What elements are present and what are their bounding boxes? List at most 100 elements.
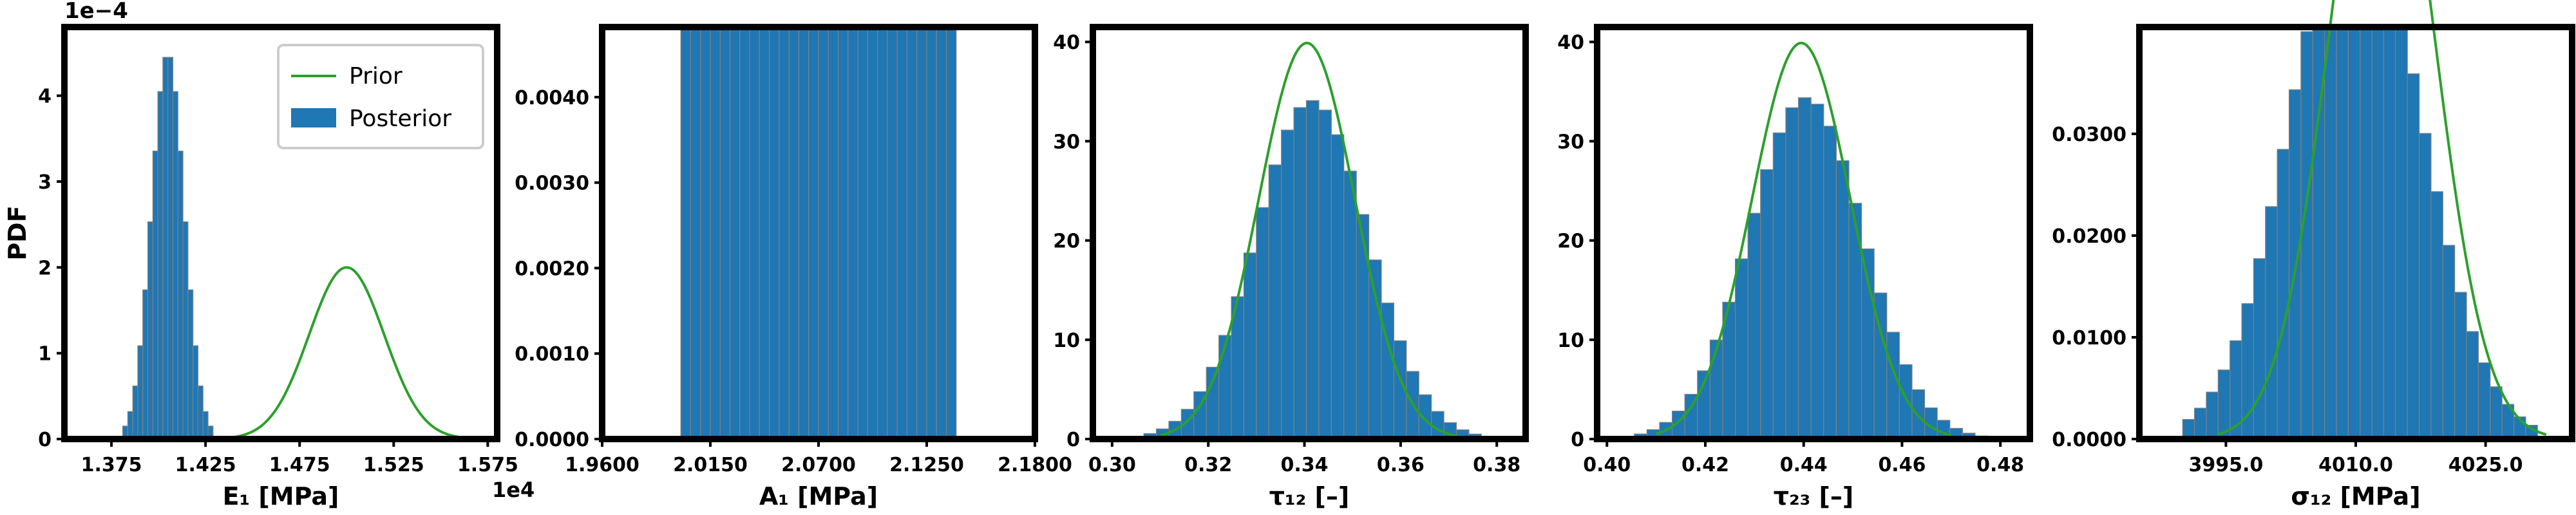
x-offset-label: 1e4	[492, 478, 535, 502]
posterior-bar	[749, 26, 760, 440]
posterior-bar	[137, 345, 144, 440]
y-tick-label: 1	[38, 343, 52, 366]
chart-panel-1: 1.375 1.425 1.475 1.525 1.575 0 1 2 3 4 E₁ [MPa] PD…	[3, 0, 535, 510]
posterior-bar	[896, 26, 908, 440]
y-tick-label: 0.0200	[2052, 225, 2126, 248]
x-tick-label: 0.38	[1473, 454, 1520, 476]
posterior-bar	[1293, 107, 1307, 440]
x-tick-label: 0.34	[1281, 454, 1329, 476]
y-tick-label: 30	[1053, 131, 1080, 153]
posterior-bar	[202, 411, 209, 440]
posterior-bar	[152, 151, 158, 440]
posterior-bar	[945, 26, 957, 440]
posterior-bar	[2466, 331, 2479, 440]
posterior-bar	[1747, 212, 1761, 440]
posterior-bar	[788, 26, 800, 440]
posterior-bar	[187, 289, 194, 440]
y-tick-label: 0.0100	[2052, 327, 2126, 350]
posterior-bar	[1343, 171, 1357, 440]
x-axis-label: τ₁₂ [–]	[1269, 482, 1350, 510]
posterior-bar	[2193, 407, 2207, 440]
y-tick-label: 0	[1571, 429, 1584, 451]
x-tick-label: 2.1800	[998, 454, 1072, 476]
posterior-bar	[2395, 26, 2408, 440]
posterior-bar	[1305, 100, 1320, 440]
posterior-bar	[848, 26, 858, 440]
posterior-bar	[193, 345, 199, 440]
posterior-bar	[162, 57, 169, 440]
posterior-bar	[1785, 107, 1799, 440]
posterior-bar	[1318, 109, 1332, 440]
posterior-bar	[779, 26, 790, 440]
posterior-bar	[2407, 73, 2420, 440]
posterior-bar	[132, 385, 138, 440]
x-axis-label: σ₁₂ [MPa]	[2291, 482, 2420, 510]
y-tick-label: 0	[38, 429, 52, 451]
posterior-bar	[729, 26, 741, 440]
posterior-bar	[739, 26, 750, 440]
y-tick-label: 20	[1053, 230, 1080, 253]
legend-prior-label: Prior	[349, 63, 402, 89]
prior-curve	[2217, 0, 2547, 436]
x-tick-label: 2.0700	[781, 454, 856, 476]
posterior-bar	[2442, 245, 2456, 440]
prior-curve	[1160, 41, 1459, 438]
y-tick-label: 0.0030	[515, 173, 589, 195]
y-tick-label: 30	[1557, 131, 1584, 153]
x-axis-label: E₁ [MPa]	[223, 482, 339, 510]
posterior-bar	[1331, 134, 1345, 440]
y-tick-label: 0.0040	[515, 87, 589, 109]
posterior-bar	[877, 26, 888, 440]
posterior-bar	[2253, 258, 2266, 440]
x-tick-label: 1.9600	[565, 454, 639, 476]
posterior-bar	[1356, 214, 1370, 440]
posterior-bar	[769, 26, 780, 440]
chart-panel-5: 3995.0 4010.0 4025.0 0.0000 0.0100 0.0200 0.03…	[2052, 0, 2575, 510]
posterior-bar	[172, 91, 178, 440]
posterior-bar	[759, 26, 770, 440]
posterior-bar	[2454, 292, 2467, 440]
posterior-bar	[142, 289, 149, 440]
posterior-bar	[700, 26, 711, 440]
posterior-bar	[2217, 370, 2231, 440]
posterior-bar	[1835, 160, 1850, 440]
x-tick-label: 3995.0	[2189, 454, 2264, 476]
posterior-bar	[1760, 169, 1774, 440]
x-axis-label: A₁ [MPa]	[759, 482, 878, 510]
posterior-bar	[2324, 26, 2337, 440]
posterior-bar	[2383, 26, 2396, 440]
posterior-bar	[182, 221, 189, 440]
y-tick-label: 20	[1557, 230, 1584, 253]
y-tick-label: 0.0000	[515, 429, 589, 451]
axes-frame	[1090, 24, 1529, 442]
x-tick-label: 0.32	[1184, 454, 1232, 476]
posterior-bar	[1256, 207, 1269, 440]
posterior-bar	[2360, 26, 2372, 440]
legend-box	[277, 44, 484, 149]
prior-curve	[1656, 41, 1952, 437]
posterior-bar	[916, 26, 927, 440]
posterior-bar	[2336, 26, 2349, 440]
posterior-bar	[808, 26, 819, 440]
y-tick-label: 10	[1557, 330, 1584, 352]
y-tick-label: 0.0300	[2052, 124, 2126, 146]
y-tick-label: 0	[1066, 429, 1080, 451]
y-tick-label: 3	[38, 171, 52, 194]
x-tick-label: 0.42	[1681, 454, 1729, 476]
x-tick-label: 0.30	[1088, 454, 1136, 476]
y-tick-label: 10	[1053, 330, 1080, 352]
posterior-bar	[867, 26, 878, 440]
posterior-bar	[926, 26, 937, 440]
posterior-bar	[177, 151, 184, 440]
posterior-bar	[1772, 132, 1786, 440]
axes-frame	[61, 24, 500, 442]
x-tick-label: 1.575	[457, 454, 518, 476]
posterior-bar	[167, 57, 174, 440]
posterior-bar	[1368, 259, 1382, 440]
posterior-bar	[936, 26, 947, 440]
posterior-bar	[2277, 149, 2290, 440]
x-tick-label: 0.36	[1377, 454, 1425, 476]
y-tick-label: 2	[38, 257, 52, 279]
posterior-bar	[147, 221, 153, 440]
